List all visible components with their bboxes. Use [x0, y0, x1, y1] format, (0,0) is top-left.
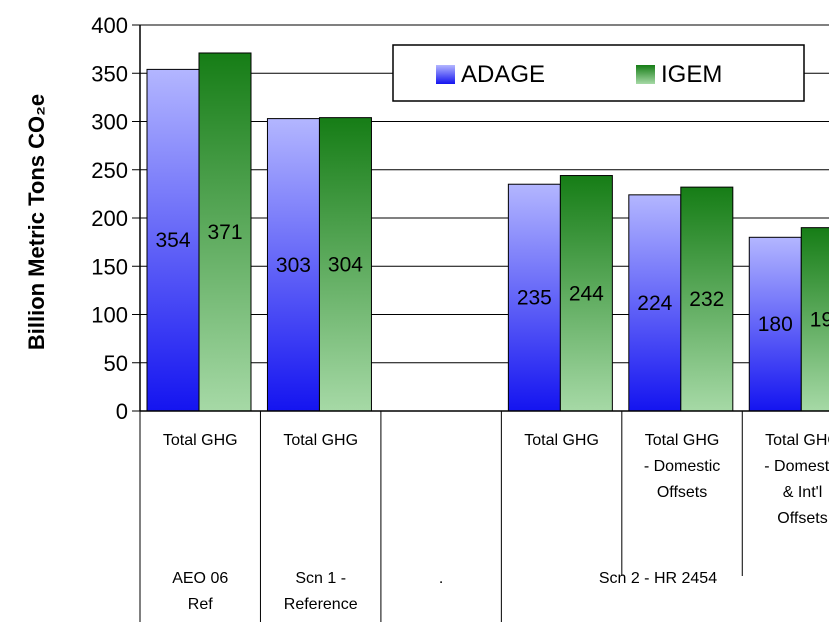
legend-box [392, 44, 805, 102]
bar-igem-3 [559, 175, 613, 412]
legend-label-igem: IGEM [661, 61, 722, 88]
data-label-igem-1: 304 [328, 253, 363, 276]
category-label-3: Total GHG [524, 432, 599, 449]
y-tick-label: 200 [91, 206, 128, 231]
data-label-igem-3: 244 [569, 282, 604, 305]
data-label-igem-5: 190 [810, 308, 829, 331]
legend-swatch-adage [436, 65, 455, 84]
category-labels: Total GHG Total GHG Total GHG Total GHG - Do… [139, 411, 829, 622]
bar-adage-5 [748, 236, 802, 412]
y-axis-ticks: 0 50 100 150 200 250 300 350 400 [91, 13, 140, 424]
bar-adage-1 [266, 118, 320, 412]
legend-label-adage: ADAGE [461, 61, 545, 88]
category-label-5: Offsets [777, 510, 827, 527]
data-label-adage-0: 354 [155, 229, 190, 252]
data-labels: 354 371 303 304 235 244 224 232 180 190 [155, 221, 829, 336]
category-label-5: - Domestic [764, 458, 829, 475]
data-label-adage-5: 180 [758, 313, 793, 336]
y-tick-label: 250 [91, 158, 128, 183]
group-label-2: . [439, 570, 443, 587]
axes [139, 25, 829, 412]
category-label-4: Offsets [657, 484, 707, 501]
bar-igem-0 [198, 52, 252, 412]
data-label-adage-3: 235 [517, 287, 552, 310]
legend: ADAGE IGEM [392, 44, 805, 102]
data-label-igem-4: 232 [689, 288, 724, 311]
category-label-4: Total GHG [645, 432, 720, 449]
category-label-0: Total GHG [163, 432, 238, 449]
bar-igem-5 [800, 227, 829, 412]
group-label-0: AEO 06 [172, 570, 228, 587]
y-tick-label: 150 [91, 254, 128, 279]
y-axis-label: Billion Metric Tons CO₂e [24, 94, 49, 350]
y-tick-label: 100 [91, 303, 128, 328]
category-label-4: - Domestic [644, 458, 720, 475]
data-label-adage-4: 224 [637, 292, 672, 315]
category-label-1: Total GHG [283, 432, 358, 449]
group-label-1: Scn 1 - [295, 570, 346, 587]
y-tick-label: 300 [91, 110, 128, 135]
y-tick-label: 400 [91, 13, 128, 38]
bar-adage-0 [146, 68, 200, 412]
bar-adage-4 [628, 194, 682, 412]
gridlines [140, 24, 829, 364]
bar-igem-1 [318, 117, 372, 412]
data-label-igem-0: 371 [207, 221, 242, 244]
category-label-5: Total GHG [765, 432, 829, 449]
legend-swatch-igem [636, 65, 655, 84]
group-label-1: Reference [284, 596, 358, 613]
y-tick-label: 50 [104, 351, 128, 376]
y-tick-label: 350 [91, 61, 128, 86]
group-label-0: Ref [188, 596, 213, 613]
data-label-adage-1: 303 [276, 254, 311, 277]
y-tick-label: 0 [116, 399, 128, 424]
bar-igem-4 [680, 186, 734, 412]
bars [146, 52, 829, 412]
group-label-3: Scn 2 - HR 2454 [599, 570, 717, 587]
category-label-5: & Int'l [783, 484, 823, 501]
